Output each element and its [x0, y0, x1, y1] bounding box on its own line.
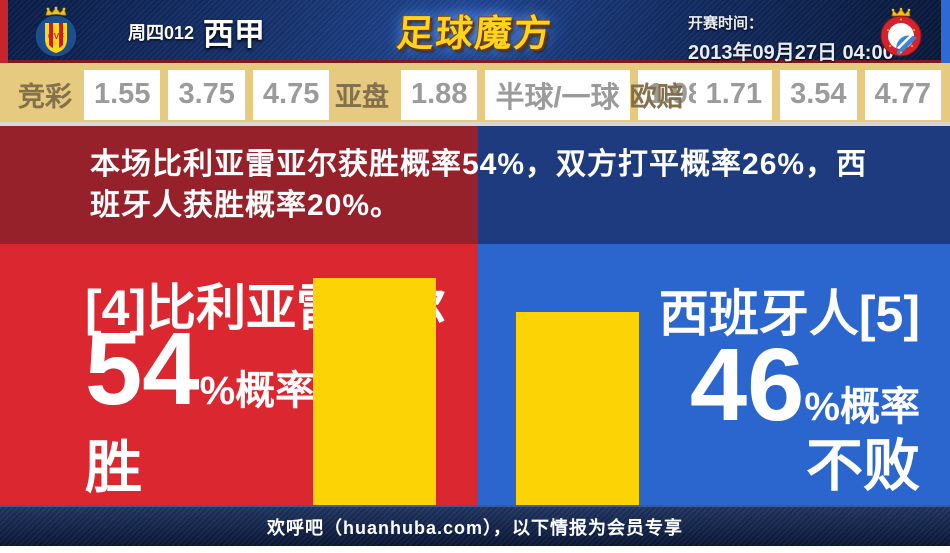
away-probability-value: 46	[689, 327, 805, 442]
odds-label-yapan: 亚盘	[335, 82, 389, 112]
home-outcome-label: 胜	[85, 436, 142, 500]
odds-value-box: 4.77	[864, 69, 941, 120]
league-name: 西甲	[203, 17, 266, 52]
away-outcome-label: 不败	[806, 434, 920, 498]
svg-text:CVF: CVF	[48, 32, 64, 41]
match-header: CVF 周四012 西甲 足球魔方 开赛时间： 2013年09月27日 04:0…	[0, 0, 950, 65]
match-title: 周四012 西甲	[128, 0, 265, 63]
odds-value-box: 1.71	[695, 69, 773, 120]
prediction-area: 本场比利亚雷亚尔获胜概率54%，双方打平概率26%，西班牙人获胜概率20%。 […	[0, 126, 950, 505]
footer-bar: 欢呼吧（huanhuba.com），以下情报为会员专享	[0, 505, 950, 546]
left-edge-strip	[0, 0, 8, 63]
odds-bar: 竞彩 1.55 3.75 4.75 亚盘 1.88 半球/一球 1.98 欧赔 …	[0, 63, 950, 126]
kickoff-block: 开赛时间： 2013年09月27日 04:00	[688, 12, 894, 65]
footer-text: 欢呼吧（huanhuba.com），以下情报为会员专享	[266, 517, 683, 538]
away-probability-suffix: %概率	[804, 385, 920, 429]
odds-label-jingcai: 竞彩	[18, 82, 72, 112]
odds-value-box: 1.88	[401, 69, 478, 120]
espanyol-crest-icon	[878, 6, 924, 63]
kickoff-label: 开赛时间：	[688, 15, 764, 32]
away-prediction-panel: 西班牙人[5] 46%概率 不败	[478, 244, 950, 505]
odds-handicap-box: 半球/一球	[485, 69, 630, 120]
home-probability-line: 54%概率	[85, 310, 315, 428]
match-code: 周四012	[128, 22, 195, 43]
odds-value-box: 4.75	[252, 69, 330, 120]
odds-value-box: 1.55	[84, 69, 161, 120]
away-probability-line: 46%概率	[690, 326, 920, 444]
villarreal-crest-icon: CVF	[32, 6, 80, 63]
site-logo[interactable]: 足球魔方	[380, 0, 570, 61]
home-prediction-panel: [4]比利亚雷亚尔 54%概率 胜	[0, 244, 478, 505]
right-edge-strip	[941, 0, 950, 63]
summary-band-home	[0, 126, 478, 244]
odds-label-oupei: 欧赔	[629, 82, 684, 112]
odds-value-box: 3.54	[780, 69, 857, 120]
away-team-name: 西班牙人[5]	[658, 286, 920, 342]
crown	[891, 7, 911, 17]
odds-group-oupei: 欧赔 1.71 3.54 4.77	[630, 63, 941, 126]
odds-group-jingcai: 竞彩 1.55 3.75 4.75	[18, 63, 330, 126]
home-probability-value: 54	[85, 311, 200, 426]
kickoff-time: 2013年09月27日 04:00	[688, 42, 894, 64]
home-probability-suffix: %概率	[199, 369, 316, 413]
probability-summary: 本场比利亚雷亚尔获胜概率54%，双方打平概率26%，西班牙人获胜概率20%。	[90, 148, 868, 222]
crown	[45, 6, 67, 16]
home-prob-bar	[313, 278, 436, 505]
away-prob-bar	[516, 311, 639, 505]
odds-value-box: 3.75	[168, 69, 245, 120]
summary-band-away	[478, 126, 950, 244]
